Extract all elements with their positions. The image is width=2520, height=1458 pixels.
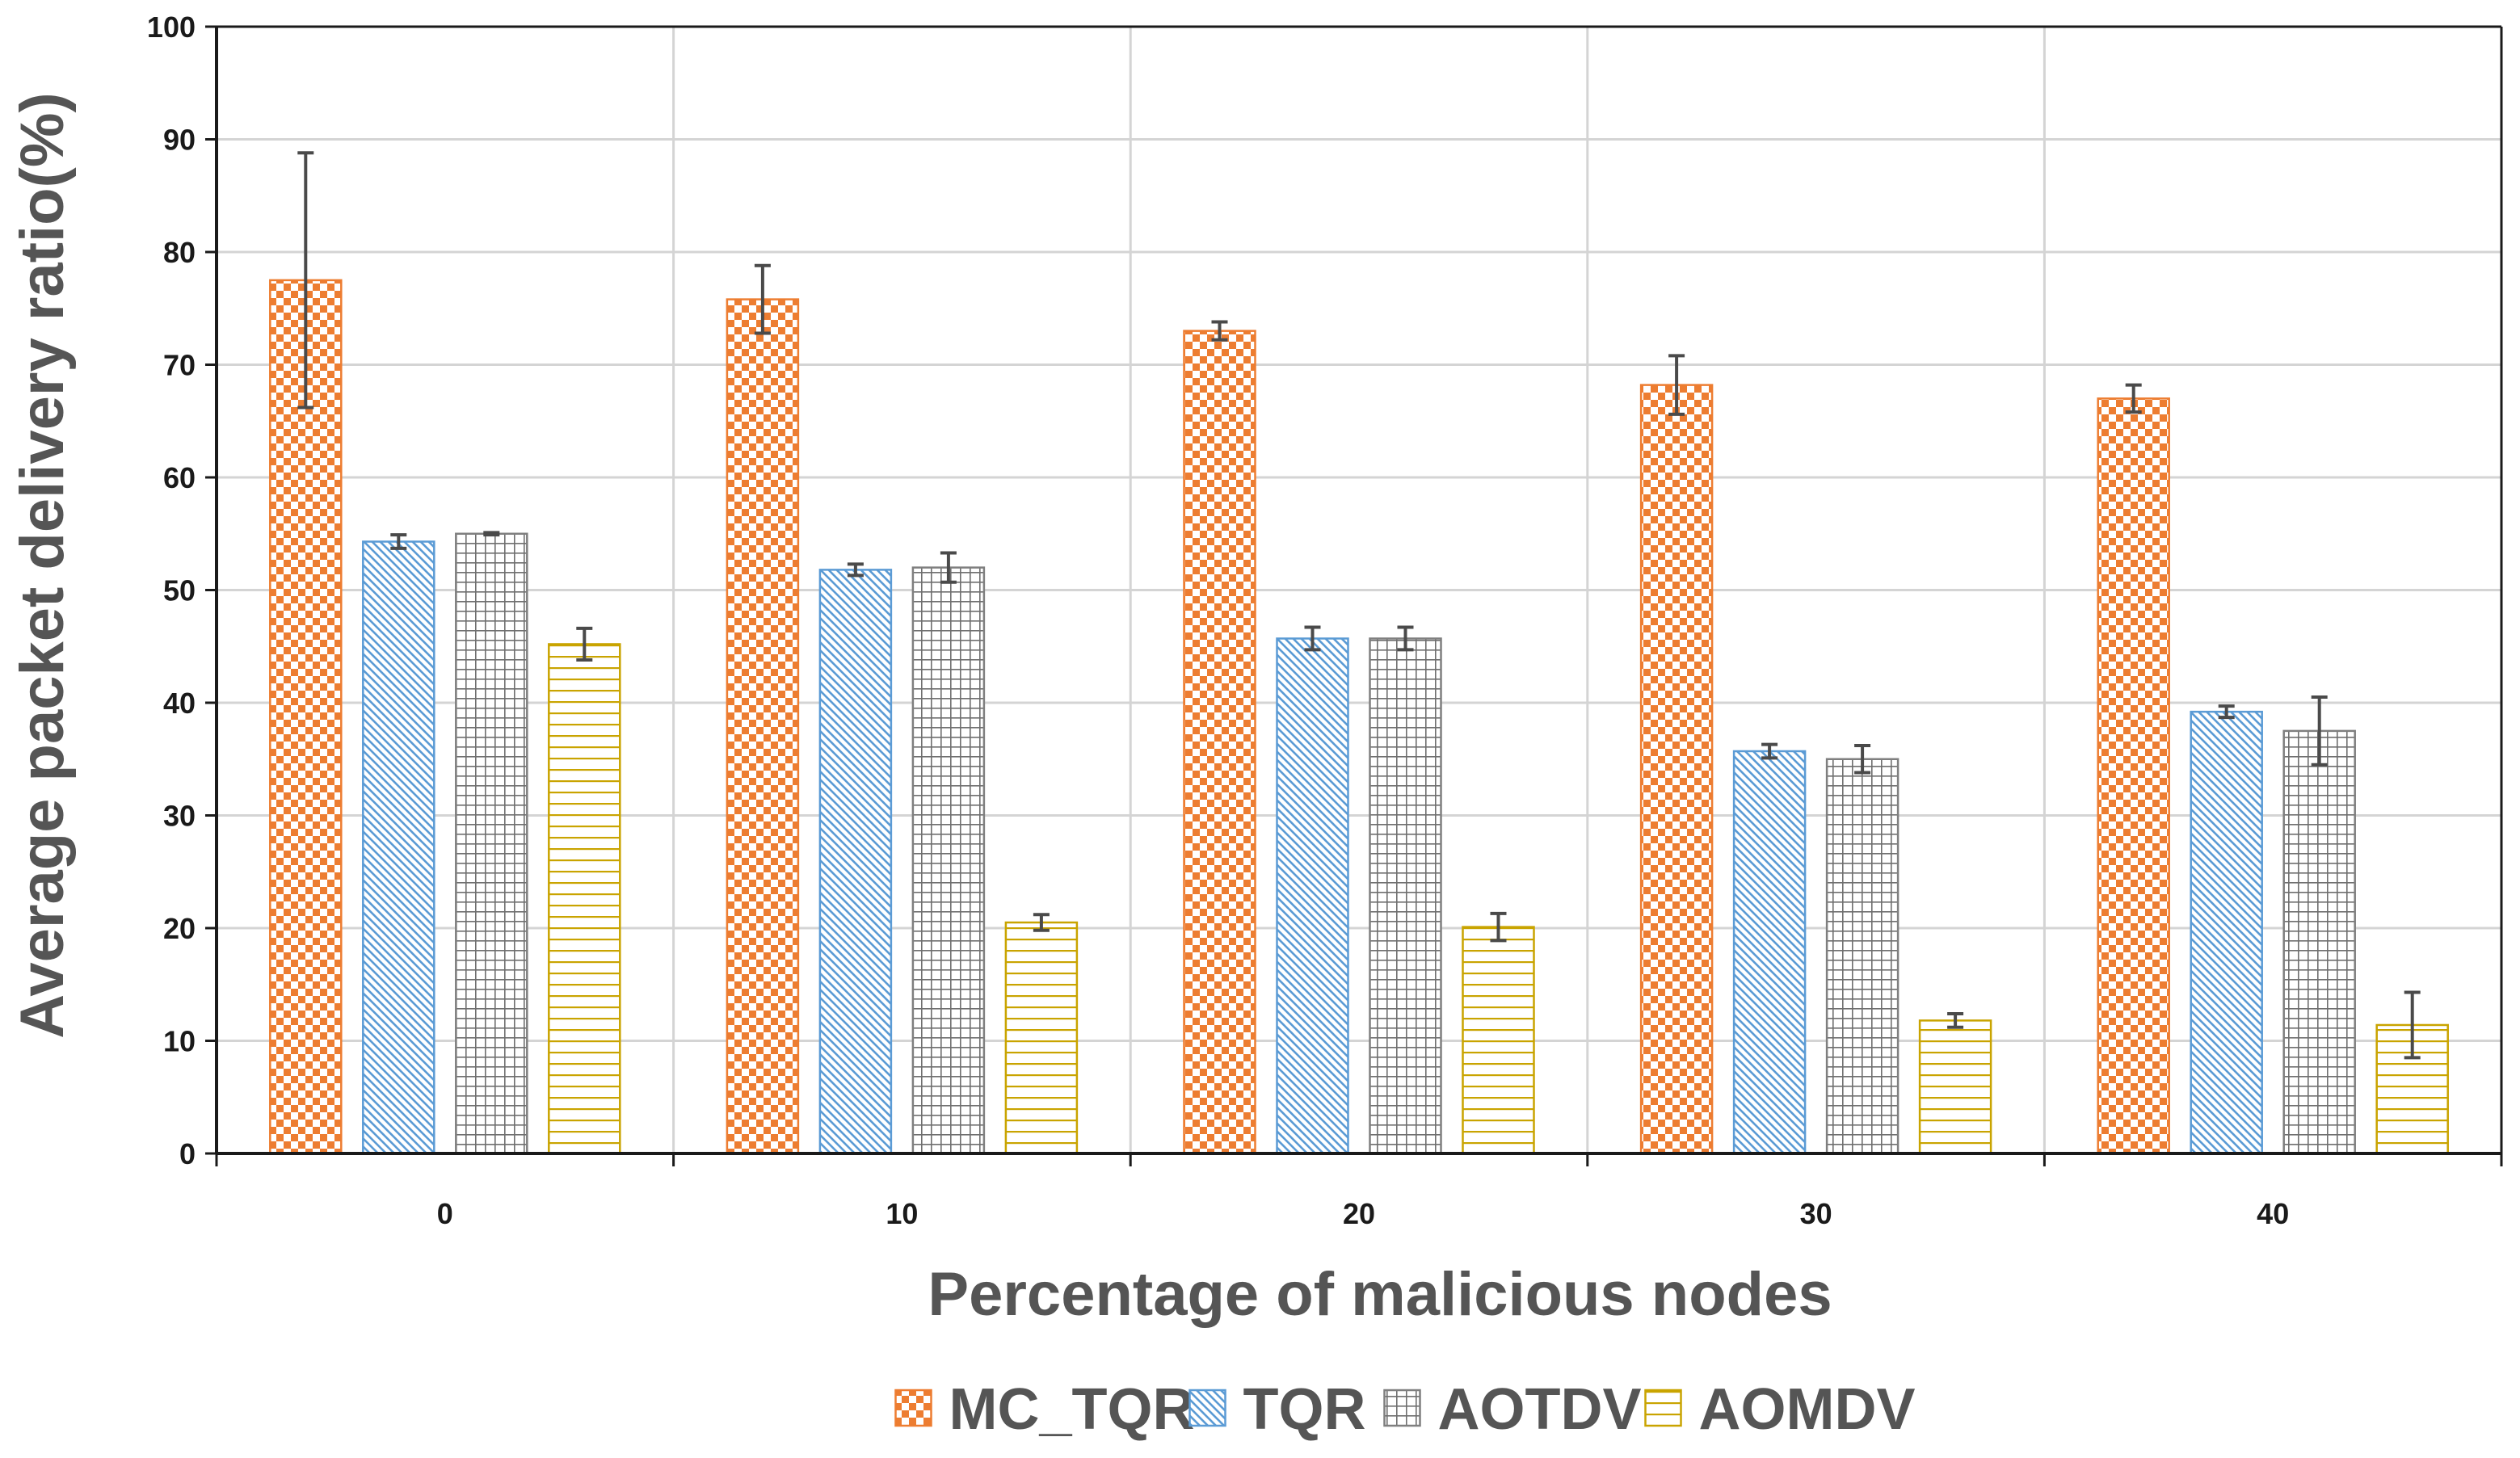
x-tick-label-0: 0 (437, 1197, 453, 1230)
bar-tqr-30 (1732, 750, 1807, 1155)
error-bar-mc_tqr-10 (754, 263, 771, 335)
bar-tqr-20 (1276, 637, 1349, 1155)
y-tick-label-80: 80 (163, 236, 196, 269)
bar-aomdv-0 (548, 643, 621, 1155)
legend-label-mc_tqr: MC_TQR (949, 1377, 1195, 1442)
error-bar-tqr-0 (390, 533, 407, 550)
bar-aomdv-20 (1462, 926, 1535, 1155)
y-tick-label-60: 60 (163, 461, 196, 494)
x-tick-label-10: 10 (886, 1197, 918, 1230)
error-bar-aotdv-10 (940, 551, 957, 584)
x-tick-label-30: 30 (1800, 1197, 1832, 1230)
error-bars-group (297, 151, 2421, 1060)
error-bar-mc_tqr-30 (1668, 354, 1685, 416)
legend: MC_TQR TQR AOTDV AOMDV (894, 1377, 1916, 1442)
y-tick-labels: 0 10 20 30 40 50 60 70 80 90 100 (147, 11, 196, 1170)
x-tick-labels: 0 10 20 30 40 (437, 1197, 2289, 1230)
bar-aotdv-20 (1369, 637, 1442, 1155)
y-tick-label-70: 70 (163, 349, 196, 382)
error-bar-aotdv-40 (2311, 695, 2328, 767)
legend-item-aotdv: AOTDV (1383, 1377, 1642, 1442)
legend-label-aotdv: AOTDV (1438, 1377, 1642, 1442)
bar-aotdv-10 (911, 566, 986, 1155)
bar-tqr-40 (2190, 710, 2263, 1155)
legend-item-mc_tqr: MC_TQR (894, 1377, 1195, 1442)
error-bar-tqr-30 (1761, 742, 1778, 760)
y-tick-label-20: 20 (163, 912, 196, 945)
bar-mc_tqr-0 (269, 279, 343, 1155)
bar-aotdv-40 (2282, 729, 2356, 1155)
error-bar-aomdv-0 (576, 626, 593, 662)
legend-swatch-aotdv (1383, 1389, 1421, 1427)
x-axis-title: Percentage of malicious nodes (928, 1260, 1832, 1329)
y-tick-label-50: 50 (163, 574, 196, 607)
bar-aomdv-10 (1004, 921, 1079, 1155)
y-tick-label-90: 90 (163, 124, 196, 157)
bar-mc_tqr-10 (726, 298, 800, 1155)
bar-tqr-10 (818, 569, 893, 1155)
legend-swatch-mc_tqr (894, 1389, 932, 1427)
y-tick-label-0: 0 (179, 1137, 196, 1170)
error-bar-aotdv-0 (483, 531, 500, 537)
error-bar-mc_tqr-40 (2125, 383, 2142, 414)
y-tick-label-10: 10 (163, 1025, 196, 1058)
axes (205, 25, 2503, 1166)
error-bar-tqr-10 (847, 562, 864, 578)
error-bar-aomdv-40 (2404, 990, 2421, 1060)
bar-aotdv-30 (1825, 758, 1899, 1155)
error-bar-aotdv-30 (1854, 744, 1871, 775)
error-bar-aomdv-20 (1490, 911, 1507, 943)
bars-group (269, 279, 2449, 1155)
legend-swatch-aomdv (1644, 1389, 1682, 1427)
y-tick-label-30: 30 (163, 800, 196, 833)
error-bar-mc_tqr-20 (1211, 320, 1228, 342)
error-bar-aomdv-30 (1947, 1012, 1964, 1029)
legend-item-aomdv: AOMDV (1644, 1377, 1916, 1442)
error-bar-tqr-20 (1304, 625, 1321, 652)
legend-item-tqr: TQR (1188, 1377, 1366, 1442)
bar-aomdv-30 (1918, 1019, 1992, 1155)
x-tick-label-20: 20 (1343, 1197, 1375, 1230)
legend-label-aomdv: AOMDV (1699, 1377, 1916, 1442)
bar-mc_tqr-30 (1639, 384, 1714, 1155)
bar-aotdv-0 (455, 532, 528, 1155)
y-tick-label-100: 100 (147, 11, 196, 44)
error-bar-tqr-40 (2218, 704, 2235, 720)
y-axis-title: Average packet delivery ratio(%) (8, 92, 77, 1038)
error-bar-aomdv-10 (1033, 913, 1050, 932)
x-tick-label-40: 40 (2257, 1197, 2289, 1230)
error-bar-mc_tqr-0 (297, 151, 314, 410)
bar-tqr-0 (362, 540, 435, 1155)
bar-mc_tqr-40 (2097, 397, 2170, 1155)
legend-swatch-tqr (1188, 1389, 1226, 1427)
legend-label-tqr: TQR (1243, 1377, 1366, 1442)
y-tick-label-40: 40 (163, 687, 196, 720)
bar-mc_tqr-20 (1183, 330, 1256, 1155)
error-bar-aotdv-20 (1397, 625, 1414, 652)
